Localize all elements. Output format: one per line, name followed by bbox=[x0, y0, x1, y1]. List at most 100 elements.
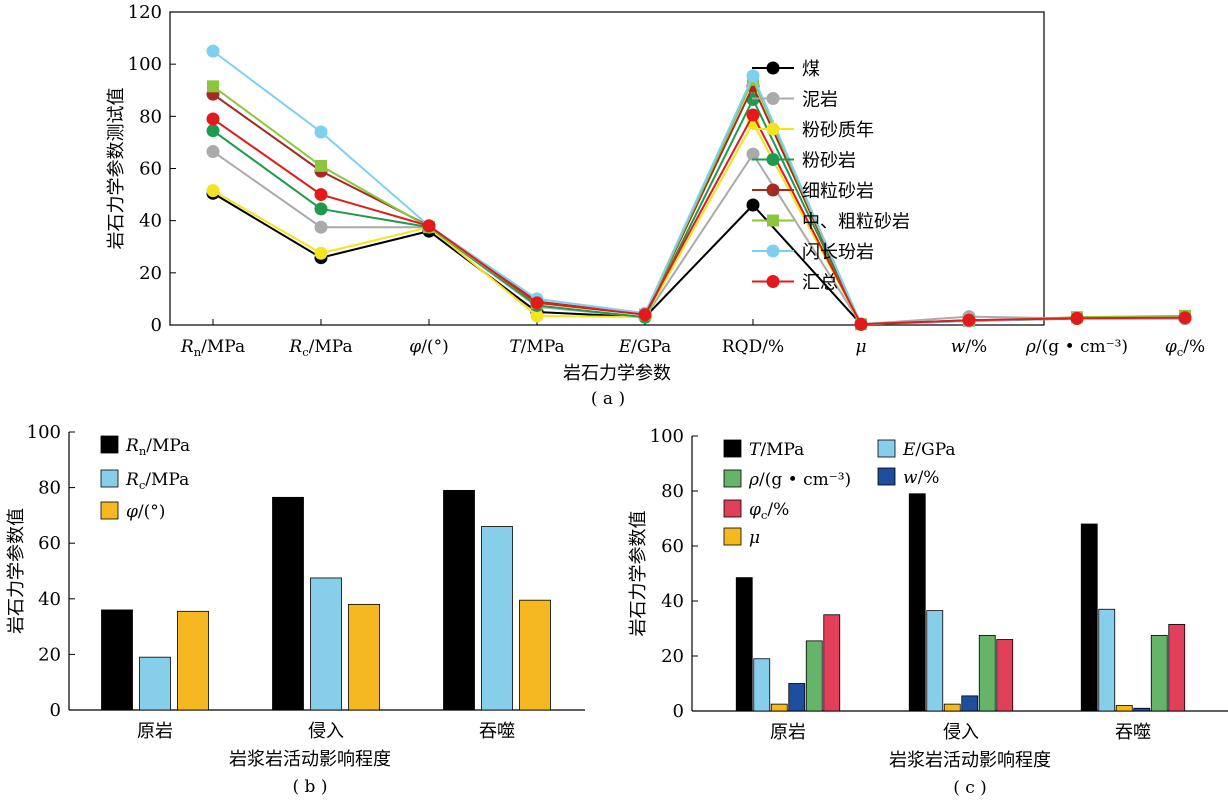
data-point bbox=[962, 313, 976, 327]
bar bbox=[823, 614, 841, 712]
legend-swatch bbox=[877, 467, 896, 486]
data-point bbox=[746, 69, 760, 83]
x-tick-label-c: 原岩 bbox=[770, 722, 806, 743]
bar bbox=[805, 640, 823, 712]
legend-label: E/GPa bbox=[902, 440, 956, 460]
legend-marker bbox=[766, 153, 780, 166]
legend-label: ρ/(g • cm⁻³) bbox=[748, 470, 851, 490]
data-point bbox=[746, 198, 760, 212]
data-point bbox=[638, 308, 652, 322]
legend-c: T/MPa E/GPa ρ/(g • cm⁻³) w/% φc/% μ bbox=[723, 439, 956, 548]
data-point bbox=[206, 145, 220, 159]
y-tick-label-b: 40 bbox=[38, 589, 61, 610]
data-point bbox=[1070, 311, 1084, 325]
x-tick-label-a: T/MPa bbox=[509, 337, 564, 357]
bar bbox=[926, 610, 944, 712]
x-tick-label-a: φc/% bbox=[1165, 337, 1205, 359]
y-tick-label-a: 40 bbox=[139, 211, 162, 232]
bar bbox=[519, 599, 551, 711]
bar bbox=[101, 609, 133, 711]
y-tick-label-a: 60 bbox=[139, 159, 162, 180]
y-tick-label-a: 100 bbox=[128, 54, 162, 75]
series-line bbox=[212, 120, 1186, 326]
data-point bbox=[746, 108, 760, 122]
panel-label-a: ( a ) bbox=[591, 389, 625, 409]
x-tick-label-c: 侵入 bbox=[943, 722, 979, 743]
series-line bbox=[212, 150, 1185, 326]
data-point bbox=[314, 125, 328, 139]
x-axis-label-a: 岩石力学参数 bbox=[563, 363, 671, 384]
bar bbox=[788, 683, 806, 712]
x-tick-label-a: w/% bbox=[951, 337, 987, 357]
x-tick-label-a: ρ/(g • cm⁻³) bbox=[1025, 337, 1128, 357]
x-tick-label-a: Rn/MPa bbox=[180, 337, 245, 359]
legend-swatch bbox=[877, 439, 896, 458]
y-axis-label-c: 岩石力学参数值 bbox=[628, 511, 649, 637]
legend-swatch bbox=[100, 469, 119, 488]
x-tick-label-b: 侵入 bbox=[308, 721, 344, 742]
panel-a: 0 20 40 60 80 100 120 Rn/MPa Rc/MPa φ/(°) T/MPa E/G… bbox=[106, 2, 1205, 409]
x-tick-label-a: E/GPa bbox=[618, 337, 672, 357]
y-tick-label-a: 80 bbox=[139, 106, 162, 127]
legend-label: Rn/MPa bbox=[125, 436, 190, 458]
y-tick-label-c: 80 bbox=[661, 481, 684, 502]
panel-label-b: ( b ) bbox=[293, 777, 328, 797]
legend-label: φc/% bbox=[749, 500, 789, 522]
y-tick-label-c: 20 bbox=[661, 646, 684, 667]
x-tick-label-b: 原岩 bbox=[137, 721, 173, 742]
legend-swatch bbox=[723, 469, 742, 488]
x-tick-label-a: Rc/MPa bbox=[288, 337, 352, 359]
legend-label: 粉砂岩 bbox=[802, 151, 856, 172]
y-tick-label-c: 100 bbox=[650, 426, 684, 447]
legend-label: 粉砂质年 bbox=[802, 120, 874, 141]
bar bbox=[908, 493, 926, 712]
bar bbox=[1115, 705, 1133, 712]
legend-marker bbox=[766, 92, 780, 105]
y-tick-label-a: 20 bbox=[139, 263, 162, 284]
x-tick-label-c: 吞噬 bbox=[1115, 722, 1151, 743]
legend-label: Rc/MPa bbox=[125, 470, 189, 492]
bar bbox=[481, 526, 513, 711]
bar bbox=[961, 695, 979, 712]
data-point bbox=[314, 202, 328, 216]
y-tick-label-b: 80 bbox=[38, 478, 61, 499]
data-point bbox=[314, 220, 328, 234]
x-tick-label-a: φ/(°) bbox=[409, 337, 448, 357]
legend-b: Rn/MPa Rc/MPa φ/(°) bbox=[100, 435, 190, 522]
y-tick-label-b: 60 bbox=[38, 533, 61, 554]
bar bbox=[753, 658, 771, 712]
panel-label-c: ( c ) bbox=[953, 778, 987, 798]
bar bbox=[735, 577, 753, 712]
x-tick-label-a: RQD/% bbox=[722, 337, 784, 357]
data-point bbox=[530, 296, 544, 310]
legend-marker bbox=[766, 244, 780, 258]
x-tick-label-b: 吞噬 bbox=[479, 721, 515, 742]
series-7 bbox=[206, 108, 1192, 331]
data-point bbox=[314, 246, 328, 260]
series-line bbox=[212, 112, 1186, 326]
bar bbox=[943, 703, 961, 712]
bar bbox=[177, 610, 209, 711]
legend-marker bbox=[766, 61, 780, 75]
data-point bbox=[422, 219, 436, 233]
y-tick-label-b: 100 bbox=[27, 422, 61, 443]
y-tick-label-a: 120 bbox=[128, 2, 162, 23]
data-point bbox=[206, 44, 220, 58]
bar bbox=[443, 489, 475, 711]
y-tick-label-c: 60 bbox=[661, 536, 684, 557]
series-line bbox=[212, 97, 1186, 326]
legend-marker bbox=[766, 122, 780, 136]
y-tick-label-a: 0 bbox=[151, 315, 162, 336]
data-point bbox=[206, 184, 220, 198]
bar bbox=[348, 603, 380, 711]
bar bbox=[310, 577, 342, 711]
legend-swatch bbox=[723, 439, 742, 458]
y-tick-label-b: 0 bbox=[50, 700, 61, 721]
legend-swatch bbox=[100, 435, 119, 454]
legend-marker bbox=[767, 214, 779, 227]
data-point bbox=[854, 317, 868, 331]
legend-label: 闪长玢岩 bbox=[802, 242, 874, 263]
